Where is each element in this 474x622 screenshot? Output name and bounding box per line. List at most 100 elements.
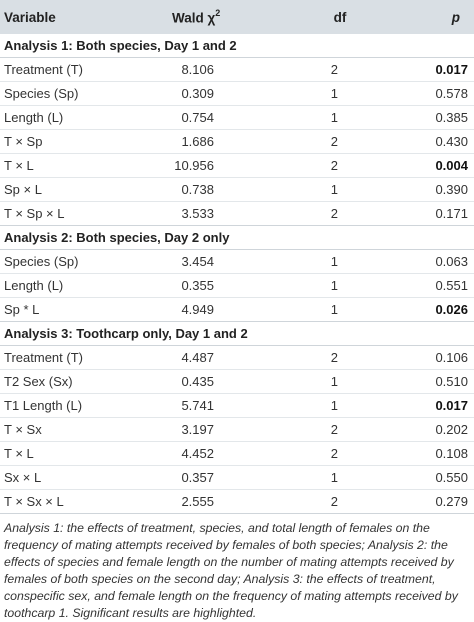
cell-variable: Sx × L [0, 465, 168, 490]
cell-wald: 3.533 [168, 201, 278, 226]
cell-p: 0.108 [382, 441, 474, 466]
cell-p: 0.551 [382, 273, 474, 298]
table-row: T × L 10.956 2 0.004 [0, 153, 474, 178]
table-row: Treatment (T) 8.106 2 0.017 [0, 57, 474, 82]
table-row: Length (L) 0.355 1 0.551 [0, 273, 474, 298]
cell-variable: Sp * L [0, 297, 168, 322]
table-row: T × Sx × L 2.555 2 0.279 [0, 489, 474, 513]
cell-variable: Species (Sp) [0, 81, 168, 106]
header-df: df [333, 9, 347, 25]
cell-p: 0.510 [382, 369, 474, 394]
table-row: Treatment (T) 4.487 2 0.106 [0, 345, 474, 370]
cell-variable: Length (L) [0, 105, 168, 130]
cell-variable: Treatment (T) [0, 57, 168, 82]
cell-df: 2 [278, 441, 382, 466]
cell-wald: 0.754 [168, 105, 278, 130]
section-title: Analysis 1: Both species, Day 1 and 2 [4, 38, 237, 53]
cell-p: 0.390 [382, 177, 474, 202]
cell-wald: 0.738 [168, 177, 278, 202]
results-table: Variable Wald χ2 df p Analysis 1: Both s… [0, 0, 474, 513]
table-row: Species (Sp) 0.309 1 0.578 [0, 81, 474, 106]
cell-df: 1 [278, 369, 382, 394]
table-body: Analysis 1: Both species, Day 1 and 2 Tre… [0, 34, 474, 513]
table-footnote: Analysis 1: the effects of treatment, sp… [0, 513, 474, 622]
table-row: T2 Sex (Sx) 0.435 1 0.510 [0, 369, 474, 394]
header-wald-chi2: Wald χ2 [168, 0, 278, 34]
cell-wald: 4.949 [168, 297, 278, 322]
cell-df: 2 [278, 57, 382, 82]
section-header-row: Analysis 3: Toothcarp only, Day 1 and 2 [0, 321, 474, 346]
cell-wald: 4.487 [168, 345, 278, 370]
cell-df: 1 [278, 249, 382, 274]
cell-wald: 4.452 [168, 441, 278, 466]
cell-df: 1 [278, 393, 382, 418]
header-row: Variable Wald χ2 df p [0, 0, 474, 34]
cell-df: 1 [278, 81, 382, 106]
cell-df: 1 [278, 465, 382, 490]
cell-df: 2 [278, 345, 382, 370]
table-row: T1 Length (L) 5.741 1 0.017 [0, 393, 474, 418]
cell-p: 0.106 [382, 345, 474, 370]
cell-variable: Sp × L [0, 177, 168, 202]
cell-p: 0.430 [382, 129, 474, 154]
cell-p: 0.017 [382, 393, 474, 418]
cell-variable: Treatment (T) [0, 345, 168, 370]
cell-wald: 1.686 [168, 129, 278, 154]
section-header-row: Analysis 1: Both species, Day 1 and 2 [0, 34, 474, 58]
cell-p: 0.063 [382, 249, 474, 274]
cell-p: 0.004 [382, 153, 474, 178]
cell-df: 1 [278, 273, 382, 298]
cell-df: 2 [278, 129, 382, 154]
cell-variable: T × Sx × L [0, 489, 168, 513]
cell-p: 0.385 [382, 105, 474, 130]
cell-variable: T × Sp [0, 129, 168, 154]
cell-p: 0.171 [382, 201, 474, 226]
cell-df: 2 [278, 489, 382, 513]
table-row: T × Sp × L 3.533 2 0.171 [0, 201, 474, 226]
table-row: Sp × L 0.738 1 0.390 [0, 177, 474, 202]
cell-variable: T × L [0, 153, 168, 178]
cell-df: 1 [278, 105, 382, 130]
section-header-row: Analysis 2: Both species, Day 2 only [0, 225, 474, 250]
cell-p: 0.017 [382, 57, 474, 82]
table-header: Variable Wald χ2 df p [0, 0, 474, 34]
cell-df: 1 [278, 297, 382, 322]
cell-df: 1 [278, 177, 382, 202]
cell-df: 2 [278, 153, 382, 178]
header-p: p [451, 9, 460, 25]
cell-p: 0.202 [382, 417, 474, 442]
table-row: Sp * L 4.949 1 0.026 [0, 297, 474, 322]
cell-wald: 0.309 [168, 81, 278, 106]
cell-wald: 8.106 [168, 57, 278, 82]
cell-wald: 3.197 [168, 417, 278, 442]
cell-p: 0.279 [382, 489, 474, 513]
cell-p: 0.026 [382, 297, 474, 322]
table-row: T × L 4.452 2 0.108 [0, 441, 474, 466]
cell-p: 0.578 [382, 81, 474, 106]
cell-variable: T × Sx [0, 417, 168, 442]
cell-variable: Species (Sp) [0, 249, 168, 274]
cell-wald: 5.741 [168, 393, 278, 418]
header-wald-label: Wald χ [172, 10, 216, 26]
cell-variable: T1 Length (L) [0, 393, 168, 418]
cell-wald: 10.956 [168, 153, 278, 178]
table-row: T × Sp 1.686 2 0.430 [0, 129, 474, 154]
cell-variable: T2 Sex (Sx) [0, 369, 168, 394]
cell-wald: 0.357 [168, 465, 278, 490]
cell-variable: Length (L) [0, 273, 168, 298]
cell-wald: 0.435 [168, 369, 278, 394]
cell-wald: 3.454 [168, 249, 278, 274]
table-row: Sx × L 0.357 1 0.550 [0, 465, 474, 490]
table-row: T × Sx 3.197 2 0.202 [0, 417, 474, 442]
cell-df: 2 [278, 201, 382, 226]
section-title: Analysis 2: Both species, Day 2 only [0, 225, 474, 250]
cell-p: 0.550 [382, 465, 474, 490]
cell-df: 2 [278, 417, 382, 442]
section-title: Analysis 3: Toothcarp only, Day 1 and 2 [0, 321, 474, 346]
header-variable: Variable [4, 9, 56, 25]
cell-wald: 0.355 [168, 273, 278, 298]
table-row: Species (Sp) 3.454 1 0.063 [0, 249, 474, 274]
table-row: Length (L) 0.754 1 0.385 [0, 105, 474, 130]
cell-variable: T × L [0, 441, 168, 466]
